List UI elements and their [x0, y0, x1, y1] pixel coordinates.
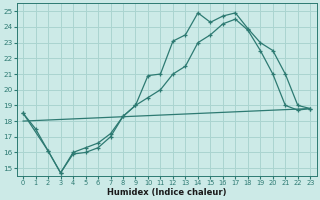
X-axis label: Humidex (Indice chaleur): Humidex (Indice chaleur)	[107, 188, 227, 197]
